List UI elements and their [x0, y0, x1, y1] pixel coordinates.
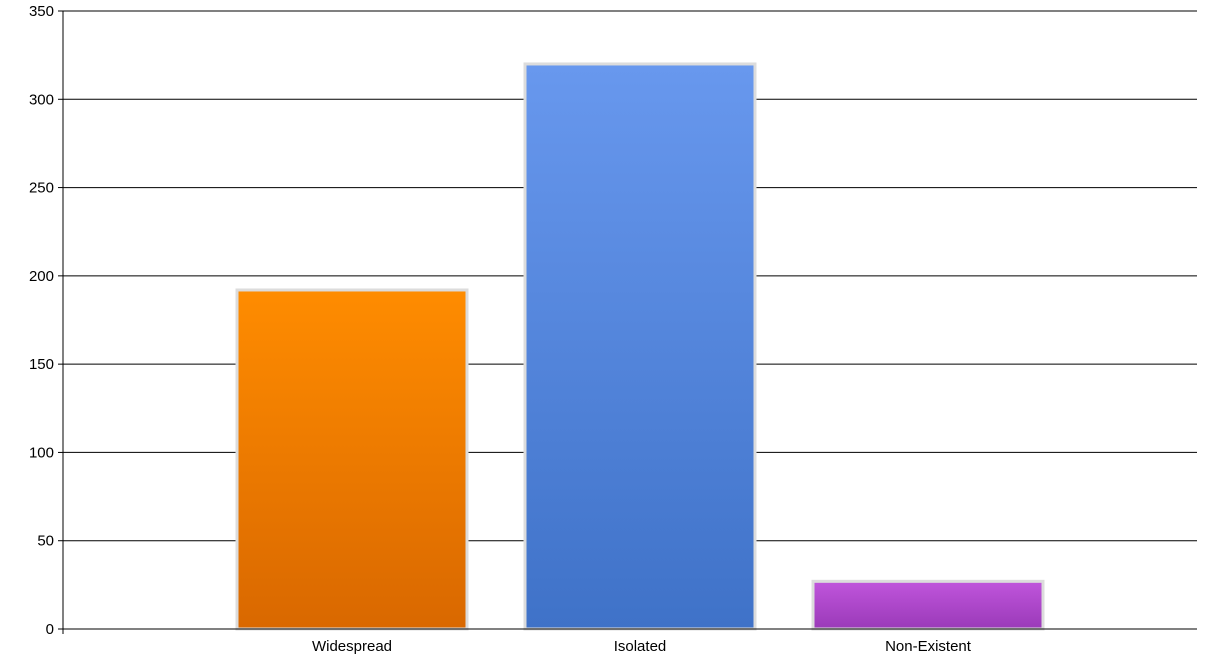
y-tick-label: 50	[37, 533, 54, 550]
bar-isolated	[523, 62, 757, 631]
y-tick-label: 300	[29, 91, 54, 108]
labels: 0 50 100 150 200 250 300 350 Widespread Isolated N…	[29, 3, 972, 655]
bar-non-existent	[811, 579, 1045, 631]
axes	[58, 10, 1197, 634]
y-tick-label: 250	[29, 180, 54, 197]
y-tick-label: 0	[46, 621, 54, 638]
y-tick-label: 100	[29, 444, 54, 461]
y-tick-label: 150	[29, 356, 54, 373]
y-tick-label: 350	[29, 3, 54, 20]
x-category-label: Widespread	[312, 638, 392, 655]
x-category-label: Non-Existent	[885, 638, 972, 655]
bar-widespread	[235, 288, 469, 631]
y-tick-label: 200	[29, 268, 54, 285]
bars	[235, 62, 1045, 631]
x-category-label: Isolated	[614, 638, 667, 655]
